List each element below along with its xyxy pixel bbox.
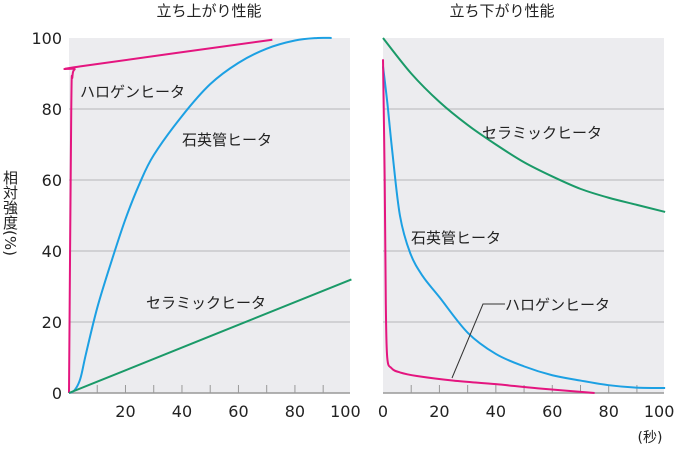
series-line-1: [68, 36, 332, 394]
x-tick-label: 40: [172, 402, 192, 421]
x-tick-label: 20: [429, 402, 449, 421]
rise-performance-panel: 立ち上がり性能 0 20 40 60 80 100 20 40 60 80 100: [31, 2, 360, 421]
series-line-2: [68, 278, 352, 394]
y-tick-label: 60: [42, 171, 62, 190]
label-quartz-fall: 石英管ヒータ: [411, 229, 501, 247]
y-tick-label: 0: [52, 384, 62, 403]
y-tick-label: 20: [42, 313, 62, 332]
series-line-0: [382, 37, 666, 213]
y-tick-label: 80: [42, 100, 62, 119]
x-tick-label: 60: [542, 402, 562, 421]
y-axis-label: 相対強度(%): [1, 170, 19, 256]
x-tick-label: 80: [285, 402, 305, 421]
series-line-1: [382, 66, 666, 390]
label-halogen-fall: ハロゲンヒータ: [505, 296, 610, 314]
y-tick-label: 40: [42, 242, 62, 261]
x-tick-label: 40: [486, 402, 506, 421]
x-tick-label: 0: [378, 402, 388, 421]
label-ceramic-rise: セラミックヒータ: [146, 294, 266, 312]
y-axis-title: 相対強度(%): [1, 170, 19, 256]
label-quartz-rise: 石英管ヒータ: [182, 131, 272, 149]
x-tick-label: 100: [644, 402, 675, 421]
y-tick-label: 100: [31, 29, 62, 48]
x-axis-unit: (秒): [638, 430, 663, 446]
x-tick-label: 60: [228, 402, 248, 421]
label-ceramic-fall: セラミックヒータ: [482, 124, 602, 142]
fall-plot-area: [383, 38, 664, 393]
x-tick-label: 20: [115, 402, 135, 421]
rise-plot-area: [69, 38, 350, 393]
x-tick-label: 100: [330, 402, 361, 421]
rise-chart-title: 立ち上がり性能: [156, 2, 261, 20]
halogen-leader-line: [451, 303, 505, 379]
x-tick-label: 80: [599, 402, 619, 421]
series-line-0: [63, 38, 273, 394]
fall-chart-title: 立ち下がり性能: [449, 2, 554, 20]
series-line-2: [382, 59, 595, 394]
label-halogen-rise: ハロゲンヒータ: [80, 83, 185, 101]
fall-performance-panel: 立ち下がり性能 (秒) 0 20 40 60 80 100: [378, 2, 674, 446]
